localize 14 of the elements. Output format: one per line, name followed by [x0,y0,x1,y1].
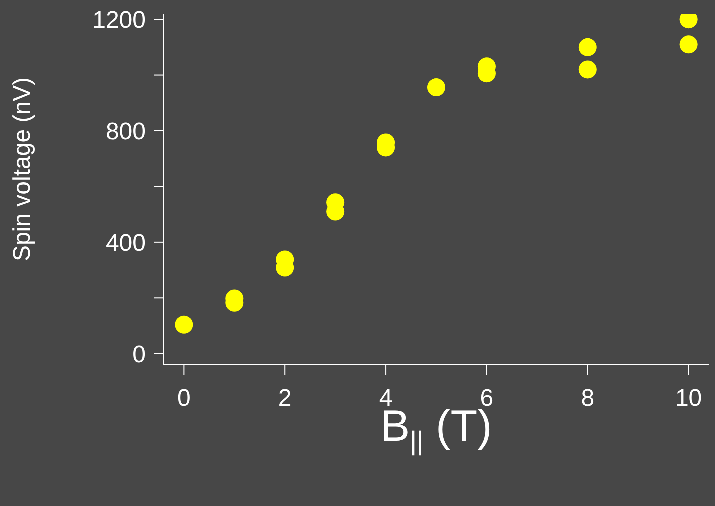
point [680,36,698,54]
point [428,78,446,97]
point [175,316,194,334]
x-tick-label: 2 [278,385,292,412]
y-tick-label: 1200 [92,7,146,34]
x-tick-label: 0 [178,385,191,412]
y-axis-title: Spin voltage (nV) [9,77,36,262]
y-tick-label: 0 [132,341,146,368]
x-tick-label: 10 [675,385,702,412]
x-tick-label: 8 [581,385,595,412]
y-tick-label: 400 [106,230,146,257]
point [578,60,597,79]
point [578,38,597,56]
y-tick-label: 800 [106,118,146,146]
